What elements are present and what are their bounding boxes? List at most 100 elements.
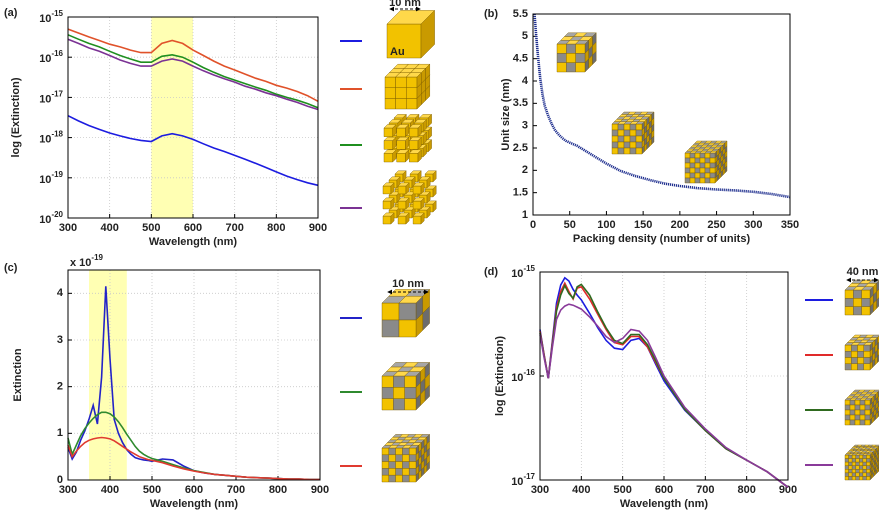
cube-face [694,167,701,174]
y-tick-label: 2 [57,381,63,393]
cube-face [704,152,711,159]
x-tick-label: 300 [531,484,549,496]
cube-face [848,465,853,470]
cube-face [704,167,711,174]
cube-face [406,76,418,88]
cube-face [645,111,655,115]
cube-face [844,357,852,364]
y-tick-label: 0 [57,474,63,486]
x-tick-label: 600 [185,484,203,496]
cube-face [392,124,397,138]
y-tick-label: 10-17 [511,472,535,488]
cube-face [395,468,403,476]
cube-face [422,131,427,145]
cube-face [866,454,871,459]
x-tick-label: 700 [696,484,714,496]
cube-face [719,140,728,144]
cube-face [651,135,655,145]
series-line [67,34,319,109]
cube-face [611,141,619,149]
cube-face [556,43,567,54]
cube-face [427,126,432,140]
cube-face [422,144,427,158]
cube-face [381,454,389,462]
cube-face [848,454,853,459]
cube-face [844,461,849,466]
cube-face [857,357,864,364]
cube-face [851,458,856,463]
cube-face [844,289,854,299]
cube-face [857,363,864,371]
y-tick-label: 4 [57,287,64,299]
cube-face [409,454,417,462]
cube-face [392,149,397,163]
x-tick-label: 900 [311,484,329,496]
cube-face [851,469,856,474]
cube-face [861,298,871,307]
cube-face [396,153,406,163]
x-tick-label: 300 [59,484,77,496]
x-tick-label: 300 [59,222,77,234]
x-tick-label: 800 [737,484,755,496]
plot-frame [532,13,791,216]
cube-face [859,476,864,481]
cube-face [388,461,396,469]
cube-face [862,469,867,474]
x-tick-label: 400 [572,484,590,496]
cube-face [866,465,871,470]
cube-face [863,363,871,371]
cube-face [844,458,849,463]
cube-face [709,157,716,164]
series-line [539,283,789,488]
cube-face [635,129,643,137]
cube-face [864,414,871,421]
panel-label: (b) [484,8,498,20]
cube-face [694,177,701,184]
cube-face [844,414,851,421]
cube-face [383,127,393,137]
cube-face [395,98,407,110]
cube-face [424,384,430,402]
cube-face [629,123,637,131]
cube-face [417,124,422,138]
cube-face [582,32,597,37]
cube-face [426,206,431,219]
cube-face [384,76,396,88]
cube-face [635,123,643,131]
cube-face [689,167,696,174]
cube-face [854,409,861,416]
cube-face [395,461,403,469]
cube-face [402,468,410,476]
x-tick-label: 0 [530,219,536,231]
cube-face [395,76,407,88]
y-tick-label: 10-20 [39,210,63,226]
series-line [67,114,319,187]
cube-face [857,351,864,358]
cube-face [409,447,417,455]
y-axis-label: log (Extinction) [494,336,506,416]
cube-face [566,62,576,73]
cube-face [405,136,410,150]
cube-face [849,404,856,411]
cube-face [859,461,864,466]
cube-face [398,319,417,338]
cube-face [635,147,643,155]
cube-face [617,129,625,137]
cube-face [635,141,643,149]
cube-face [393,375,405,388]
cube-face [866,458,871,463]
cube-face [844,363,852,371]
cube-face [397,185,407,195]
cube-face [388,447,396,455]
cube-face [556,53,567,63]
cube-face [853,298,862,307]
cube-face [617,135,625,143]
cube-face [405,149,410,163]
x-axis-label: Packing density (number of units) [573,233,751,245]
cube-face [405,212,410,225]
cube-face [699,152,706,159]
cube-face [611,123,619,131]
cube-face [381,447,389,455]
y-tick-label: 3 [57,334,63,346]
series-line [533,13,791,199]
